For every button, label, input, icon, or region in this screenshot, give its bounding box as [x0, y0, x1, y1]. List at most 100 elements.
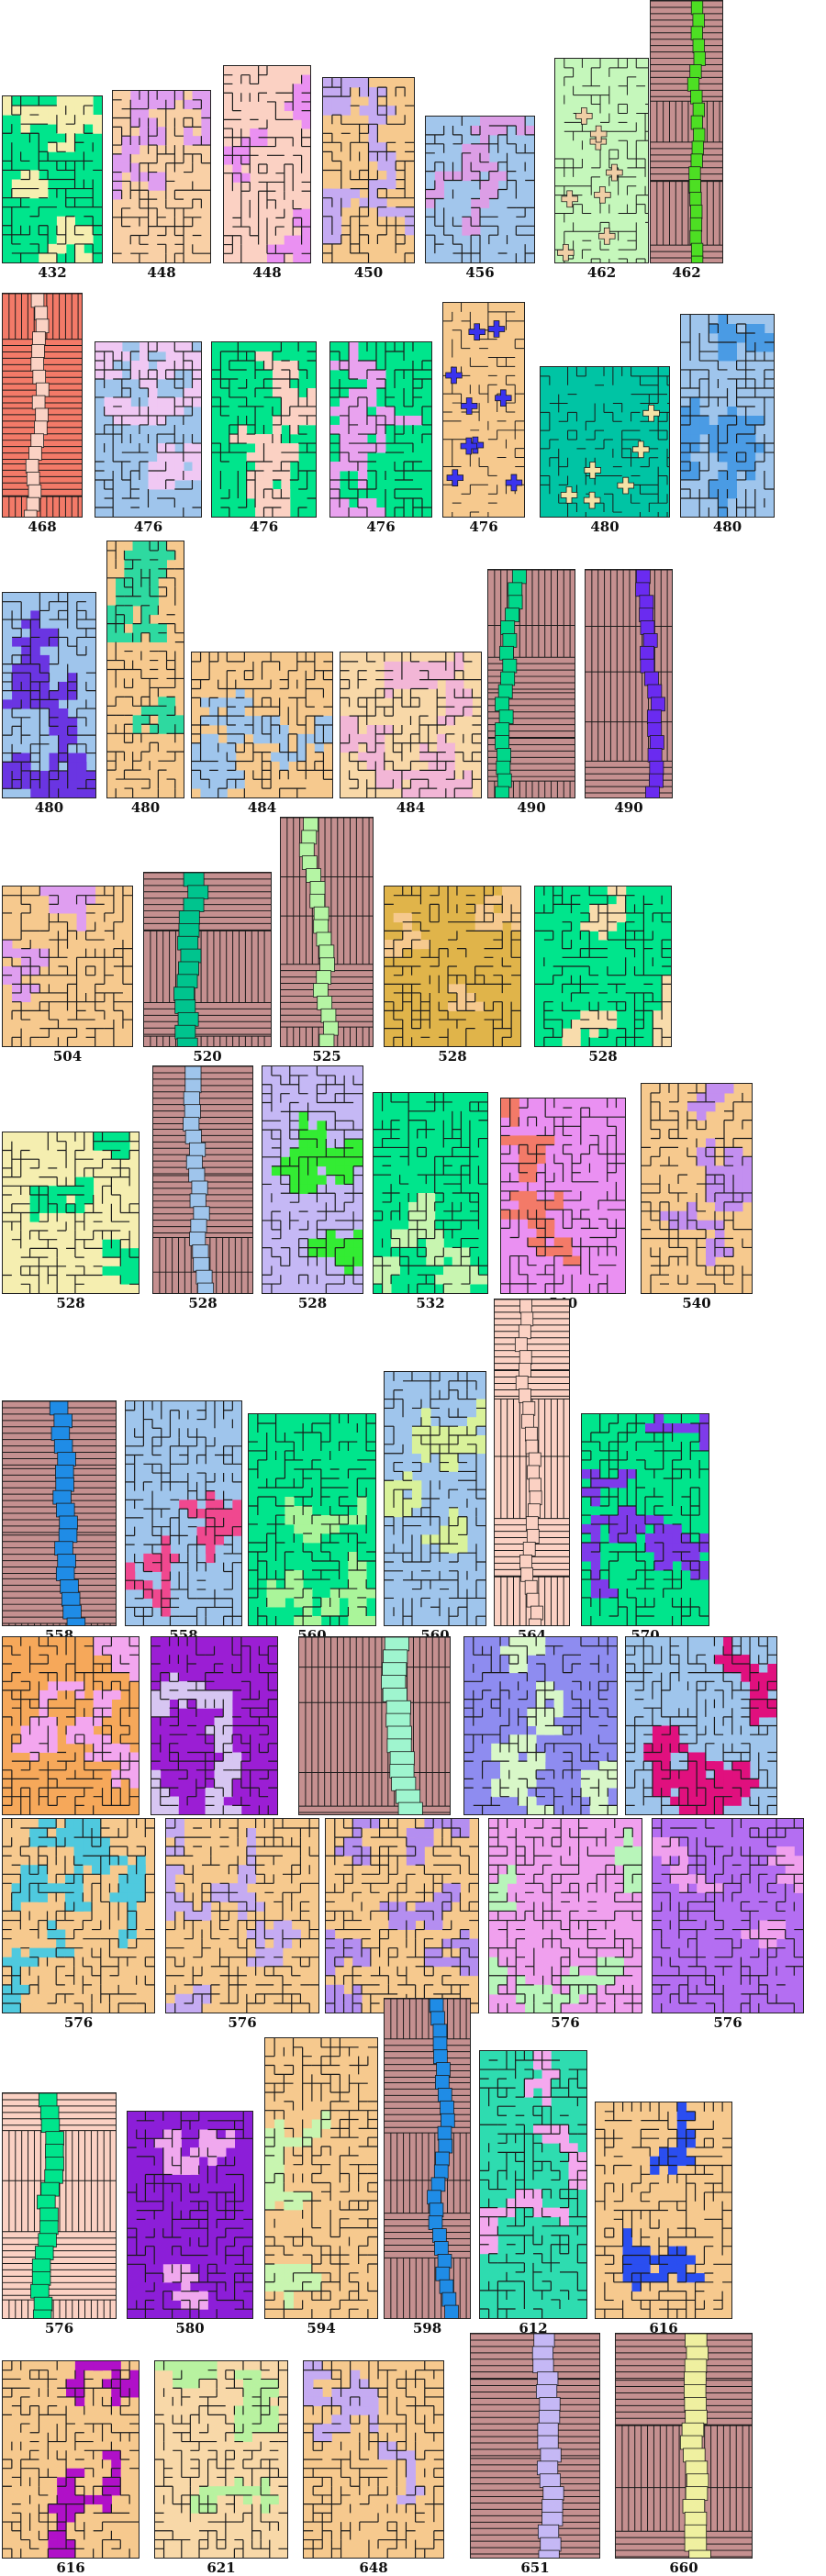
puzzle-tiling-graphic: [596, 2102, 731, 2318]
puzzle-tiling-graphic: [262, 1066, 363, 1293]
puzzle-tiling-graphic: [541, 367, 669, 517]
puzzle-tiling-graphic: [144, 873, 271, 1046]
puzzle-tile: [680, 314, 775, 518]
puzzle-size-label: 504: [52, 1048, 83, 1065]
puzzle-tile: [154, 2360, 288, 2559]
puzzle-size-label: 598: [412, 2320, 442, 2336]
puzzle-tile: [585, 569, 673, 798]
puzzle-tiling-graphic: [3, 887, 132, 1046]
puzzle-tile: [95, 341, 202, 518]
puzzle-tiling-graphic: [426, 117, 534, 262]
puzzle-tiling-graphic: [249, 1414, 375, 1625]
puzzle-size-label: 490: [517, 799, 546, 816]
puzzle-tile: [500, 1098, 626, 1294]
puzzle-size-label: 528: [297, 1295, 328, 1311]
puzzle-tile: [151, 1636, 278, 1815]
puzzle-tile: [152, 1065, 253, 1294]
puzzle-tile: [581, 1413, 709, 1626]
puzzle-tile: [2, 293, 83, 518]
puzzle-tile: [280, 817, 374, 1047]
puzzle-tile: [2, 1132, 140, 1294]
puzzle-tiling-graphic: [323, 78, 414, 262]
puzzle-size-label: 576: [551, 2014, 580, 2031]
puzzle-tile: [2, 95, 103, 263]
puzzle-tile: [479, 2050, 587, 2319]
puzzle-tiling-graphic: [488, 570, 575, 797]
puzzle-size-label: 476: [249, 519, 279, 535]
puzzle-tiling-graphic: [582, 1414, 709, 1625]
puzzle-tile: [340, 652, 482, 798]
puzzle-tile: [442, 302, 525, 518]
puzzle-size-label: 576: [713, 2014, 742, 2031]
puzzle-tile: [470, 2333, 600, 2559]
puzzle-tiling-graphic: [3, 1132, 139, 1293]
puzzle-tile: [2, 1818, 155, 2013]
puzzle-tiling-graphic: [326, 1819, 478, 2013]
puzzle-tile: [262, 1065, 363, 1294]
puzzle-size-label: 594: [307, 2320, 336, 2336]
puzzle-size-label: 532: [416, 1295, 445, 1311]
puzzle-tile: [2, 1636, 140, 1815]
puzzle-tiling-graphic: [151, 1637, 277, 1814]
puzzle-size-label: 520: [193, 1048, 222, 1065]
puzzle-tiling-graphic: [616, 2334, 752, 2558]
puzzle-tiling-graphic: [501, 1098, 625, 1293]
puzzle-size-label: 480: [590, 519, 620, 535]
puzzle-tile: [211, 341, 317, 518]
puzzle-tiling-graphic: [653, 1819, 803, 2013]
puzzle-tiling-graphic: [304, 2361, 443, 2558]
puzzle-tiling-graphic: [224, 66, 310, 262]
puzzle-tiling-graphic: [281, 818, 373, 1046]
puzzle-tiling-graphic: [3, 1637, 139, 1814]
puzzle-size-label: 528: [188, 1295, 218, 1311]
puzzle-size-label: 476: [469, 519, 498, 535]
puzzle-tile: [112, 90, 211, 263]
puzzle-tiling-graphic: [374, 1093, 487, 1293]
puzzle-tiling-graphic: [3, 96, 102, 262]
puzzle-tile: [106, 541, 184, 798]
puzzle-tile: [373, 1092, 488, 1294]
puzzle-size-label: 616: [56, 2559, 85, 2576]
puzzle-tile: [540, 366, 670, 518]
puzzle-size-label: 484: [247, 799, 277, 816]
puzzle-tile: [127, 2111, 253, 2319]
puzzle-tile: [143, 872, 272, 1047]
puzzle-size-label: 448: [147, 264, 176, 281]
puzzle-size-label: 456: [465, 264, 495, 281]
puzzle-tiling-graphic: [464, 1637, 617, 1814]
puzzle-tiling-graphic: [443, 303, 524, 517]
puzzle-tile: [298, 1636, 451, 1815]
puzzle-size-label: 648: [359, 2559, 388, 2576]
puzzle-size-label: 612: [519, 2320, 548, 2336]
puzzle-size-label: 450: [353, 264, 384, 281]
puzzle-size-label: 528: [438, 1048, 467, 1065]
puzzle-tile: [463, 1636, 618, 1815]
puzzle-size-label: 580: [175, 2320, 205, 2336]
puzzle-tiling-graphic: [385, 887, 520, 1046]
puzzle-tile: [487, 569, 575, 798]
puzzle-tile: [322, 77, 415, 263]
puzzle-tile: [384, 1371, 486, 1626]
puzzle-size-label: 651: [520, 2559, 550, 2576]
puzzle-size-label: 576: [228, 2014, 257, 2031]
puzzle-tiling-graphic: [95, 342, 201, 517]
puzzle-size-label: 660: [669, 2559, 698, 2576]
puzzle-tile: [329, 341, 432, 518]
puzzle-tiling-graphic: [113, 91, 210, 262]
puzzle-tile: [641, 1083, 753, 1294]
puzzle-tiling-graphic: [681, 315, 774, 517]
puzzle-size-label: 476: [133, 519, 163, 535]
puzzle-size-label: 525: [312, 1048, 341, 1065]
puzzle-size-label: 432: [38, 264, 67, 281]
puzzle-tile: [652, 1818, 804, 2013]
puzzle-tiling-graphic: [626, 1637, 776, 1814]
puzzle-tiling-graphic: [651, 1, 722, 262]
puzzle-size-label: 621: [206, 2559, 236, 2576]
puzzle-tiling-graphic: [153, 1066, 252, 1293]
puzzle-tile: [2, 2092, 117, 2319]
puzzle-tiling-graphic: [555, 59, 648, 262]
puzzle-tiling-graphic: [3, 2093, 116, 2318]
puzzle-tiling-graphic: [3, 593, 95, 797]
puzzle-tiling-graphic: [330, 342, 431, 517]
puzzle-tile: [615, 2333, 753, 2559]
